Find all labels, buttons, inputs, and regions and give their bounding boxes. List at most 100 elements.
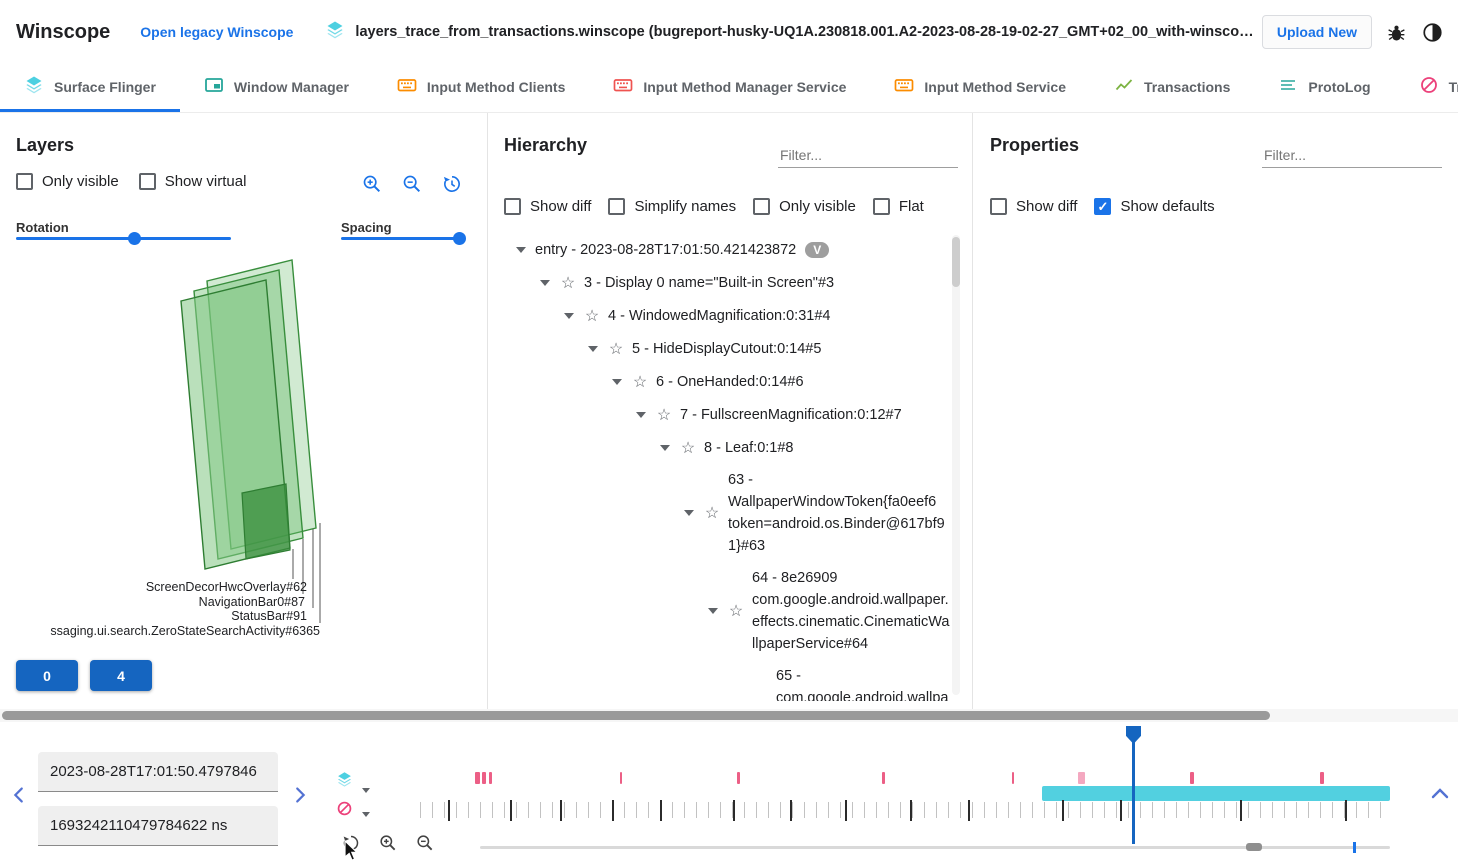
star-icon[interactable]: ☆ xyxy=(680,439,696,457)
tab-transactions[interactable]: Transactions xyxy=(1090,64,1254,112)
chevron-down-icon[interactable] xyxy=(660,444,670,451)
surface-flinger-trace-icon[interactable] xyxy=(336,771,353,788)
tree-node-8[interactable]: ☆ 8 - Leaf:0:1#8 xyxy=(492,431,950,464)
trace-event-mark[interactable] xyxy=(737,772,740,784)
chevron-down-icon[interactable] xyxy=(588,345,598,352)
upload-new-button[interactable]: Upload New xyxy=(1261,15,1372,49)
rotation-slider-thumb[interactable] xyxy=(128,232,141,245)
display-button-4[interactable]: 4 xyxy=(90,660,152,691)
tree-node-entry[interactable]: entry - 2023-08-28T17:01:50.421423872 V xyxy=(492,233,950,266)
only-visible-checkbox[interactable]: Only visible xyxy=(16,173,119,190)
layer-label[interactable]: ssaging.ui.search.ZeroStateSearchActivit… xyxy=(50,624,320,638)
transitions-trace-icon[interactable] xyxy=(336,800,353,817)
star-icon[interactable]: ☆ xyxy=(704,505,720,522)
trace-event-mark[interactable] xyxy=(475,772,480,784)
chevron-down-icon[interactable] xyxy=(684,510,694,516)
spacing-slider[interactable] xyxy=(341,232,466,245)
trace-event-mark[interactable] xyxy=(489,772,492,784)
simplify-names-checkbox[interactable]: Simplify names xyxy=(608,198,736,215)
open-legacy-link[interactable]: Open legacy Winscope xyxy=(140,24,294,40)
checkbox-box[interactable] xyxy=(990,198,1007,215)
tab-input-method-manager-service[interactable]: Input Method Manager Service xyxy=(589,64,870,112)
checkbox-box[interactable] xyxy=(138,173,156,190)
tree-node-6[interactable]: ☆ 6 - OneHanded:0:14#6 xyxy=(492,365,950,398)
timeline-canvas[interactable] xyxy=(420,726,1395,856)
tree-node-4[interactable]: ☆ 4 - WindowedMagnification:0:31#4 xyxy=(492,299,950,332)
star-icon[interactable]: ☆ xyxy=(560,274,576,292)
checkbox-box[interactable] xyxy=(872,198,890,215)
star-icon[interactable]: ☆ xyxy=(728,603,744,620)
checkbox-box[interactable] xyxy=(753,198,771,215)
dark-mode-toggle-icon[interactable] xyxy=(1421,21,1444,44)
tree-node-65[interactable]: ☆ 65 - com.google.android.wallpaper.effe… xyxy=(492,660,950,701)
chevron-down-icon[interactable] xyxy=(516,246,526,253)
hierarchy-show-diff-checkbox[interactable]: Show diff xyxy=(504,198,591,215)
trace-event-mark[interactable] xyxy=(1320,772,1324,784)
tab-input-method-service[interactable]: Input Method Service xyxy=(870,64,1090,112)
zoom-out-icon[interactable] xyxy=(401,173,423,195)
active-trace-band[interactable] xyxy=(1042,786,1390,801)
trace-dropdown-caret-icon[interactable] xyxy=(362,788,370,793)
chevron-down-icon[interactable] xyxy=(564,312,574,319)
playhead-handle[interactable] xyxy=(1126,726,1141,744)
chevron-down-icon[interactable] xyxy=(708,608,718,614)
star-icon[interactable]: ☆ xyxy=(656,406,672,424)
hierarchy-only-visible-checkbox[interactable]: Only visible xyxy=(753,198,856,215)
tree-node-63[interactable]: ☆ 63 - WallpaperWindowToken{fa0eef6 toke… xyxy=(492,464,950,562)
timeline-zoom-out-icon[interactable] xyxy=(415,833,435,853)
bug-report-icon[interactable] xyxy=(1386,22,1407,43)
tab-window-manager[interactable]: Window Manager xyxy=(180,64,373,112)
star-icon[interactable]: ☆ xyxy=(584,307,600,325)
checkbox-box[interactable] xyxy=(608,198,626,215)
trace-event-mark[interactable] xyxy=(882,772,885,784)
tab-input-method-clients[interactable]: Input Method Clients xyxy=(373,64,589,112)
timestamp-ns-input[interactable] xyxy=(38,806,278,846)
show-defaults-checkbox[interactable]: Show defaults xyxy=(1094,198,1215,215)
trace-event-mark[interactable] xyxy=(1012,772,1014,784)
playhead-line[interactable] xyxy=(1132,740,1135,844)
prev-entry-chevron-icon[interactable] xyxy=(8,784,30,806)
tree-node-64[interactable]: ☆ 64 - 8e26909 com.google.android.wallpa… xyxy=(492,562,950,660)
star-icon[interactable]: ☆ xyxy=(632,373,648,391)
tab-transitions[interactable]: Tr xyxy=(1395,64,1458,112)
hierarchy-filter-input[interactable] xyxy=(778,143,958,168)
reset-view-icon[interactable] xyxy=(441,173,463,195)
collapse-timeline-chevron-icon[interactable] xyxy=(1428,782,1452,806)
chevron-down-icon[interactable] xyxy=(540,279,550,286)
display-button-0[interactable]: 0 xyxy=(16,660,78,691)
checkbox-box[interactable] xyxy=(1094,198,1112,215)
timestamp-human-input[interactable] xyxy=(38,752,278,792)
tree-node-5[interactable]: ☆ 5 - HideDisplayCutout:0:14#5 xyxy=(492,332,950,365)
chevron-down-icon[interactable] xyxy=(612,378,622,385)
tree-node-3[interactable]: ☆ 3 - Display 0 name="Built-in Screen"#3 xyxy=(492,266,950,299)
chevron-down-icon[interactable] xyxy=(636,411,646,418)
trace-event-mark[interactable] xyxy=(620,772,622,784)
trace-event-mark[interactable] xyxy=(482,772,486,784)
trace-event-mark[interactable] xyxy=(1190,772,1194,784)
properties-show-diff-checkbox[interactable]: Show diff xyxy=(990,198,1077,215)
layer-label[interactable]: NavigationBar0#87 xyxy=(198,595,305,609)
properties-filter-input[interactable] xyxy=(1262,143,1442,168)
tree-node-7[interactable]: ☆ 7 - FullscreenMagnification:0:12#7 xyxy=(492,398,950,431)
main-horizontal-scrollbar[interactable] xyxy=(0,709,1458,722)
flat-checkbox[interactable]: Flat xyxy=(872,198,924,215)
next-entry-chevron-icon[interactable] xyxy=(289,784,311,806)
tab-protolog[interactable]: ProtoLog xyxy=(1254,64,1394,112)
spacing-slider-thumb[interactable] xyxy=(453,232,466,245)
show-virtual-checkbox[interactable]: Show virtual xyxy=(138,173,246,190)
timeline-reset-zoom-icon[interactable] xyxy=(341,833,361,853)
zoom-range-handle[interactable] xyxy=(1246,843,1262,851)
timeline-zoom-in-icon[interactable] xyxy=(378,833,398,853)
star-icon[interactable]: ☆ xyxy=(751,699,769,701)
hierarchy-scrollbar-thumb[interactable] xyxy=(952,237,960,287)
checkbox-box[interactable] xyxy=(16,173,33,190)
main-horizontal-scrollbar-thumb[interactable] xyxy=(2,711,1270,720)
zoom-range-track[interactable] xyxy=(480,846,1390,849)
zoom-in-icon[interactable] xyxy=(361,173,383,195)
star-icon[interactable]: ☆ xyxy=(608,340,624,358)
layer-label[interactable]: ScreenDecorHwcOverlay#62 xyxy=(145,580,307,594)
rotation-slider[interactable] xyxy=(16,232,231,245)
hierarchy-scrollbar[interactable] xyxy=(952,235,960,695)
tab-surface-flinger[interactable]: Surface Flinger xyxy=(0,64,180,112)
layer-label[interactable]: StatusBar#91 xyxy=(231,609,307,623)
